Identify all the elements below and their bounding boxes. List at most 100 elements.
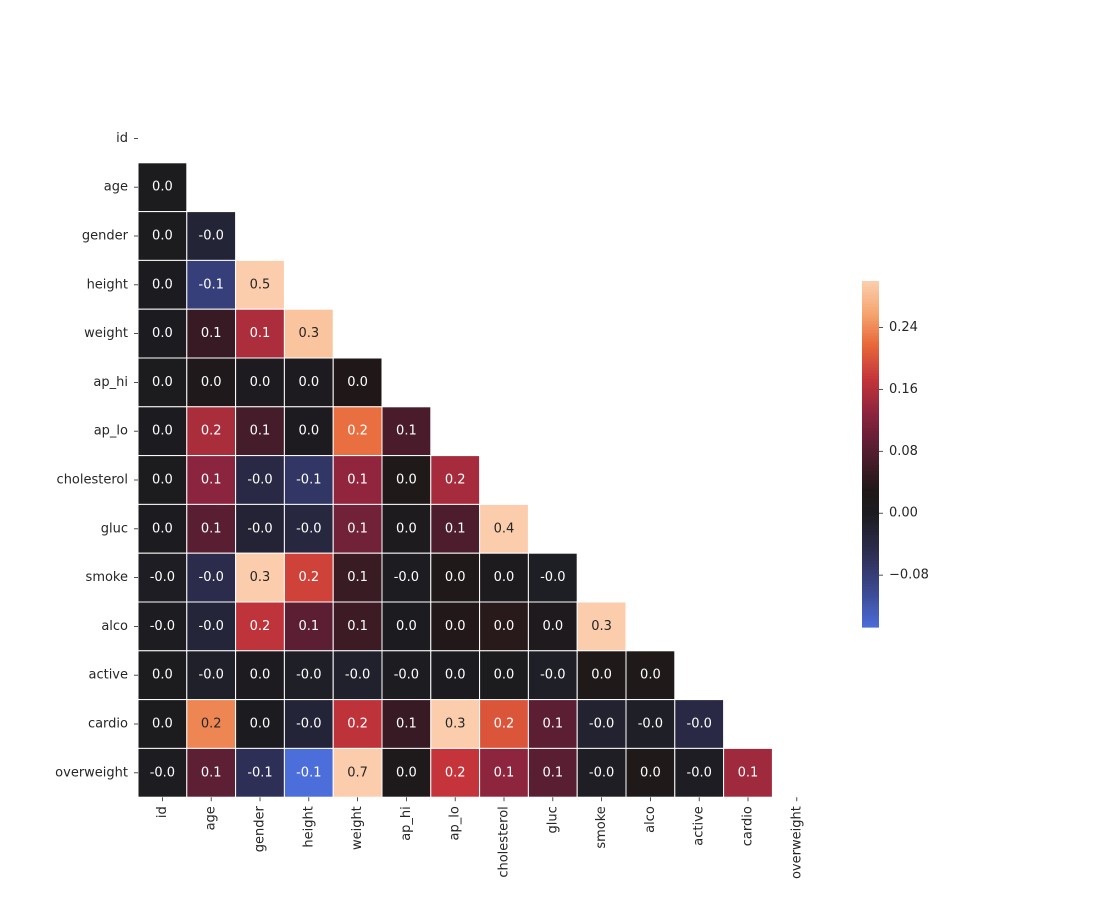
x-tick-label-alco: alco — [643, 806, 658, 833]
cell-label-alco-gluc: 0.0 — [542, 619, 563, 634]
colorbar-segment — [862, 384, 879, 389]
heatmap-cell-alco-gluc — [527, 601, 578, 652]
cell-label-gluc-age: 0.1 — [201, 521, 222, 536]
cell-label-height-gender: 0.5 — [250, 277, 271, 292]
colorbar-segment — [862, 428, 879, 432]
heatmap-cell-overweight-height — [283, 747, 334, 798]
heatmap-cell-alco-smoke — [576, 601, 627, 652]
y-tick-label-age: age — [104, 180, 128, 195]
colorbar-segment — [862, 615, 879, 619]
heatmap-cell-smoke-id — [137, 552, 188, 603]
colorbar-segment — [862, 344, 879, 348]
heatmap-cell-height-gender — [235, 259, 285, 310]
heatmap-cell-alco-height — [283, 601, 334, 652]
y-tick-label-cholesterol: cholesterol — [57, 473, 128, 488]
x-tick-label-weight: weight — [350, 806, 365, 850]
cell-label-gluc-gender: -0.0 — [247, 521, 272, 536]
colorbar-segment — [862, 301, 879, 305]
colorbar-segment — [862, 603, 879, 608]
cell-label-smoke-gluc: -0.0 — [540, 570, 565, 585]
heatmap-cell-overweight-cardio — [723, 747, 773, 798]
colorbar-segment — [862, 560, 879, 565]
cell-label-cardio-gender: 0.0 — [250, 717, 271, 732]
colorbar-segment — [862, 471, 879, 475]
colorbar-segment — [862, 534, 879, 539]
colorbar-segment — [862, 367, 879, 371]
colorbar-segment — [862, 497, 879, 501]
cell-label-gender-age: -0.0 — [199, 229, 224, 244]
colorbar-segment — [862, 399, 879, 403]
cell-label-active-age: -0.0 — [199, 668, 224, 683]
heatmap-cell-smoke-ap_hi — [381, 552, 432, 603]
colorbar-segment — [862, 494, 879, 498]
cell-label-cardio-ap_hi: 0.1 — [396, 717, 417, 732]
cell-label-overweight-cholesterol: 0.1 — [494, 765, 515, 780]
colorbar-segment — [862, 586, 879, 591]
cell-label-cardio-height: -0.0 — [296, 717, 321, 732]
cell-label-weight-gender: 0.1 — [250, 326, 271, 341]
colorbar-segment — [862, 312, 879, 317]
colorbar-segment — [862, 298, 879, 302]
heatmap-cell-cholesterol-id — [137, 455, 188, 505]
heatmap-cell-labels: 0.0 0.0 -0.0 0.0 -0.1 0.5 0.0 0.1 0.1 0.3 0.0 0.0 0.… — [150, 180, 759, 781]
cell-label-active-height: -0.0 — [296, 668, 321, 683]
x-tick-label-active: active — [692, 806, 707, 846]
y-tick-label-alco: alco — [101, 619, 128, 634]
heatmap-cell-cardio-alco — [625, 699, 676, 749]
colorbar-segment — [862, 404, 879, 409]
heatmap-cell-overweight-smoke — [576, 747, 627, 798]
heatmap-cell-active-ap_hi — [381, 650, 432, 701]
colorbar-segment — [862, 315, 879, 320]
heatmap-cell-weight-height — [283, 308, 334, 359]
cell-label-overweight-active: -0.0 — [687, 765, 712, 780]
cell-label-cholesterol-height: -0.1 — [296, 473, 321, 488]
y-tick-label-smoke: smoke — [86, 570, 128, 585]
cell-label-alco-ap_hi: 0.0 — [396, 619, 417, 634]
colorbar-segment — [862, 621, 879, 625]
colorbar-segment — [862, 454, 879, 458]
heatmap-cell-ap_lo-gender — [235, 406, 285, 457]
y-tick-label-id: id — [116, 131, 128, 146]
colorbar-segment — [862, 517, 879, 521]
heatmap-cell-alco-ap_hi — [381, 601, 432, 652]
cell-label-cardio-age: 0.2 — [201, 717, 222, 732]
heatmap-cell-smoke-gender — [235, 552, 285, 603]
colorbar-segment — [862, 572, 879, 576]
cell-label-overweight-ap_lo: 0.2 — [445, 765, 466, 780]
colorbar-segment — [862, 407, 879, 412]
cell-label-ap_lo-height: 0.0 — [298, 424, 319, 439]
cell-label-cardio-active: -0.0 — [687, 717, 712, 732]
x-tick-label-height: height — [301, 806, 316, 847]
x-tick-label-ap_lo: ap_lo — [448, 806, 463, 840]
colorbar-segment — [862, 554, 879, 559]
colorbar-segment — [862, 624, 879, 628]
cell-label-ap_hi-weight: 0.0 — [347, 375, 368, 390]
heatmap-cell-cardio-age — [186, 699, 237, 749]
heatmap-cell-cardio-smoke — [576, 699, 627, 749]
colorbar-segment — [862, 566, 879, 570]
colorbar-segment — [862, 485, 879, 490]
colorbar-segment — [862, 514, 879, 519]
colorbar-segment — [862, 393, 879, 397]
cell-label-gluc-cholesterol: 0.4 — [494, 521, 515, 536]
colorbar-segment — [862, 370, 879, 374]
cell-label-active-gluc: -0.0 — [540, 668, 565, 683]
colorbar-segment — [862, 347, 879, 351]
cell-label-cardio-smoke: -0.0 — [589, 717, 614, 732]
heatmap-cell-alco-weight — [332, 601, 383, 652]
colorbar-tick-label: 0.16 — [889, 382, 918, 397]
cell-label-ap_hi-id: 0.0 — [152, 375, 173, 390]
colorbar-segment — [862, 430, 879, 435]
cell-label-weight-id: 0.0 — [152, 326, 173, 341]
cell-label-smoke-cholesterol: 0.0 — [494, 570, 515, 585]
colorbar-segment — [862, 552, 879, 556]
cell-label-ap_hi-age: 0.0 — [201, 375, 222, 390]
colorbar-segment — [862, 456, 879, 461]
colorbar-segment — [862, 546, 879, 550]
cell-label-cholesterol-ap_lo: 0.2 — [445, 473, 466, 488]
cell-label-smoke-height: 0.2 — [298, 570, 319, 585]
colorbar-segment — [862, 332, 879, 337]
heatmap-cell-cardio-gluc — [527, 699, 578, 749]
cell-label-active-smoke: 0.0 — [591, 668, 612, 683]
heatmap-cell-active-gluc — [527, 650, 578, 701]
